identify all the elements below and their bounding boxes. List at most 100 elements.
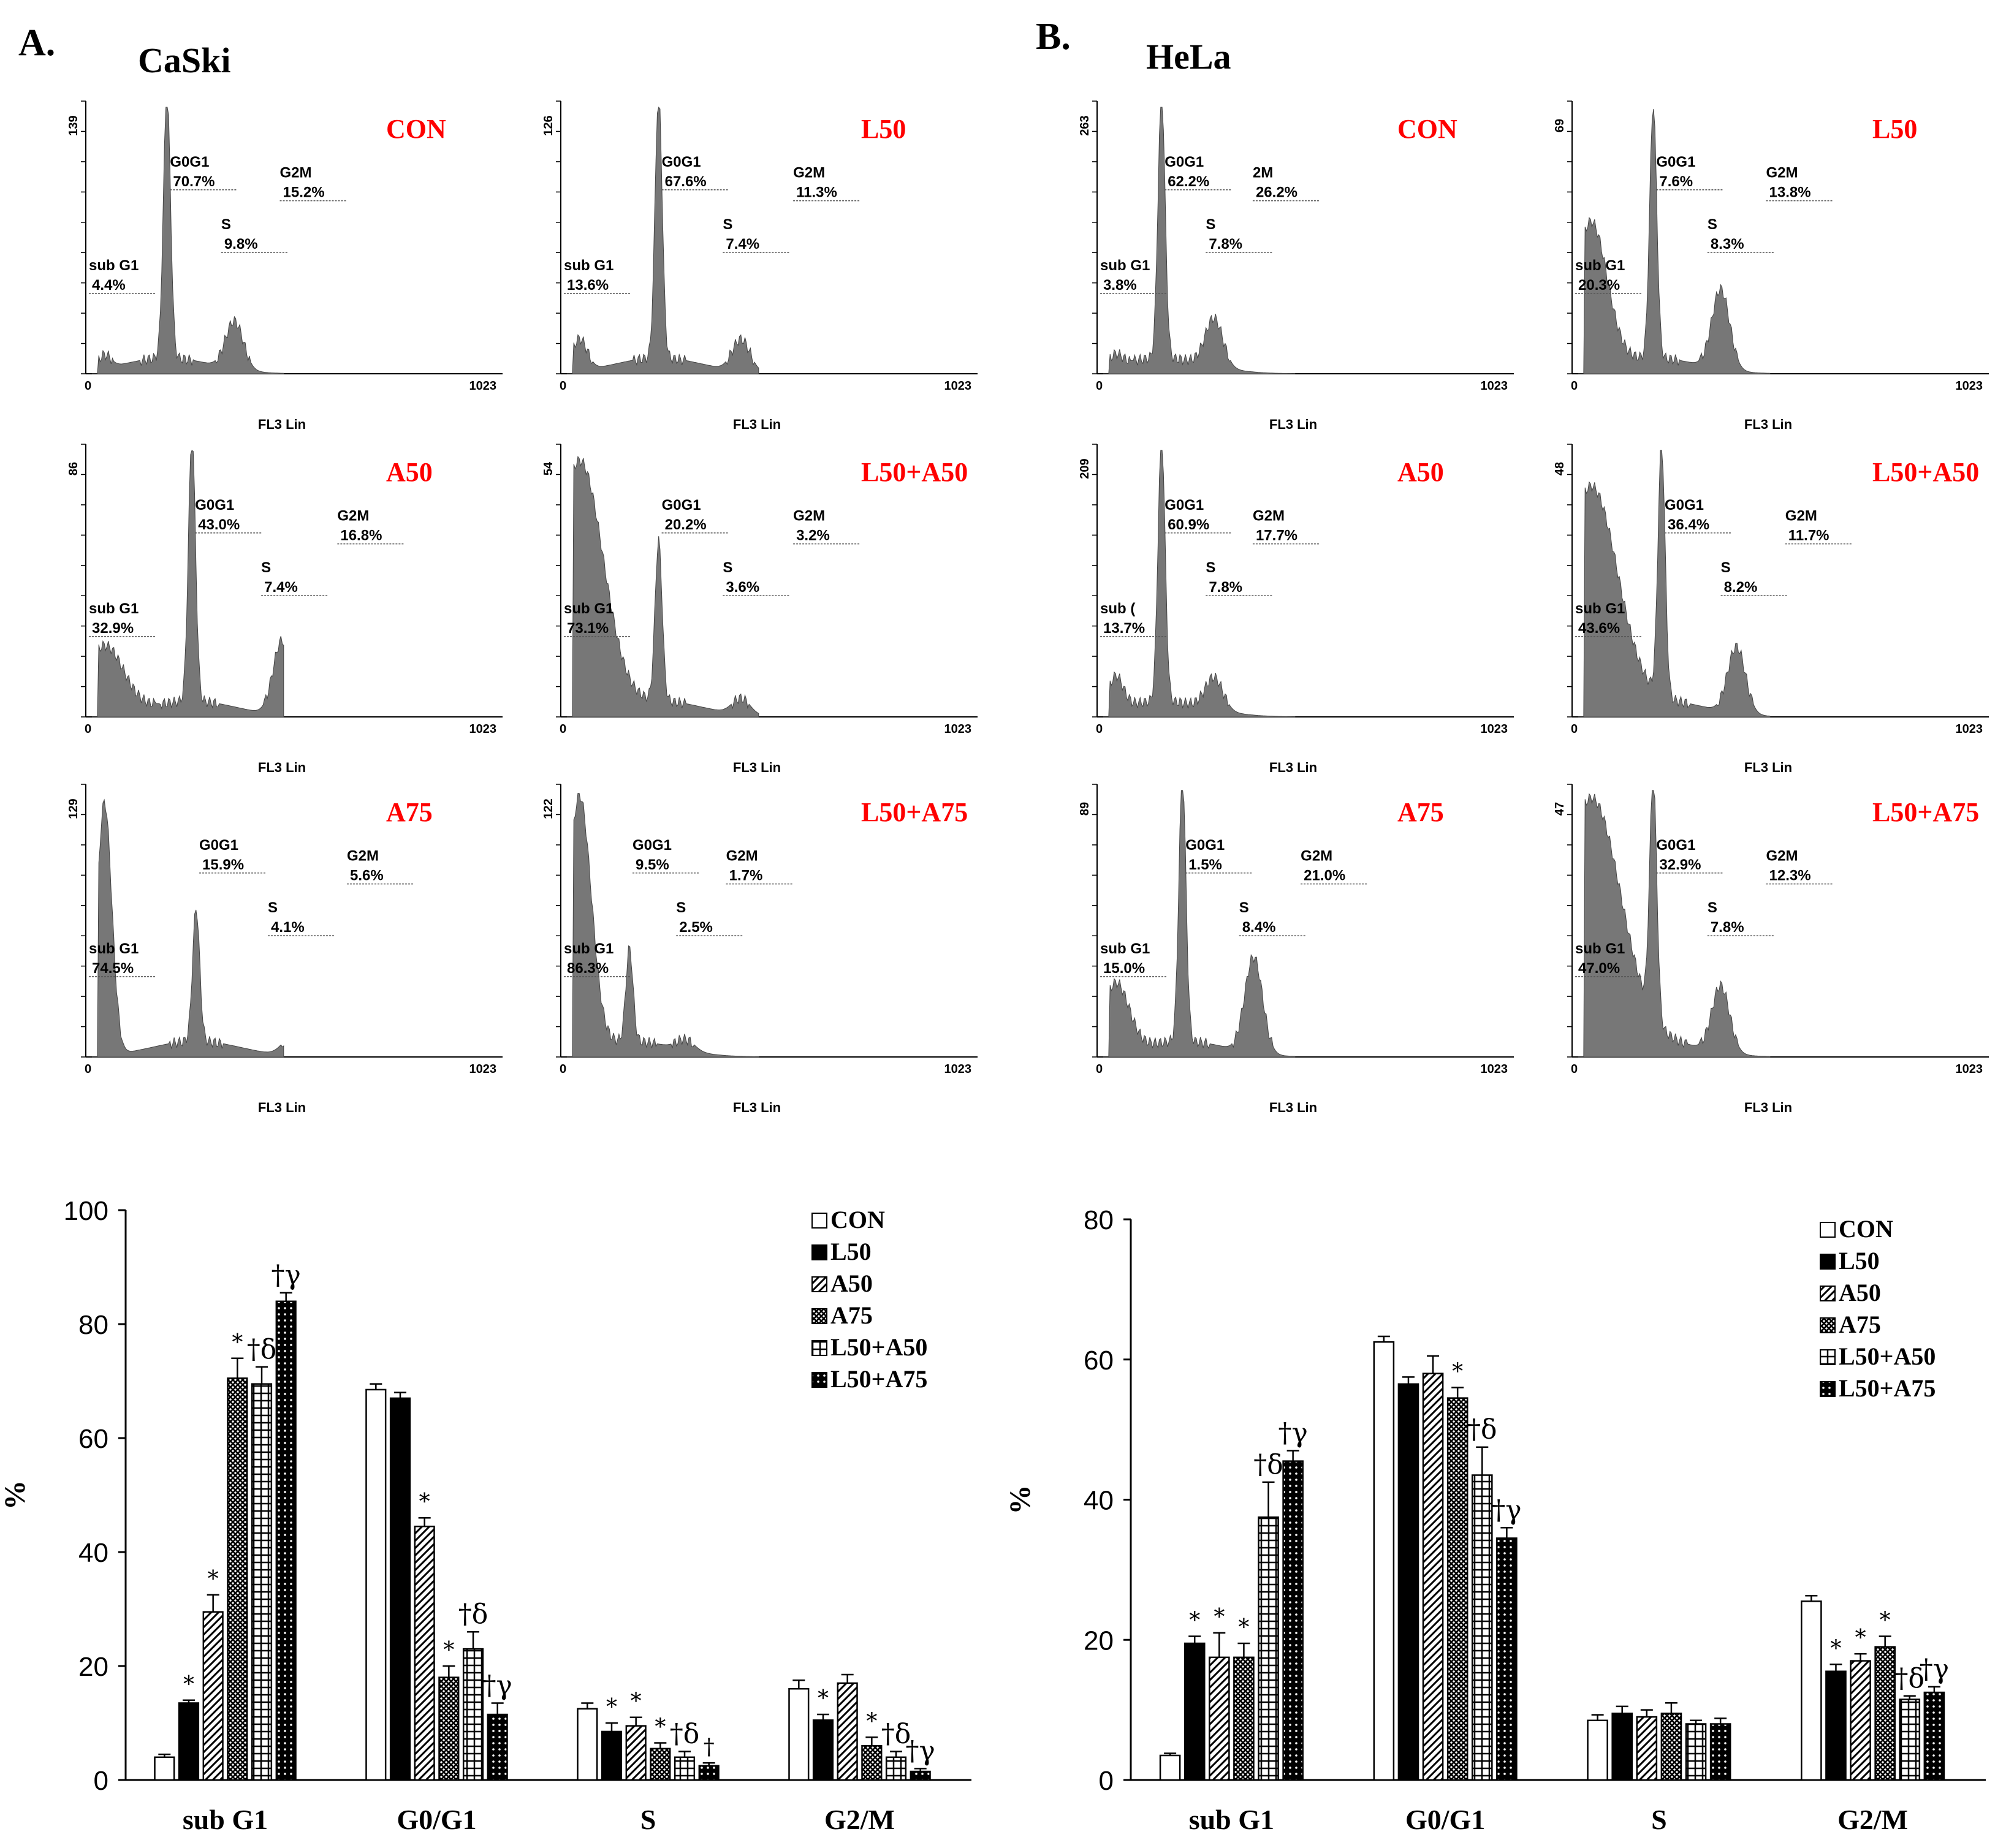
significance-mark: * [1830, 1636, 1841, 1661]
gate-percent: 13.6% [567, 277, 609, 293]
flow-histogram: L50 69 0 1023 FL3 Lin sub G1 20.3% G0G1 7.6% S 8.3… [1553, 100, 1989, 432]
category-label: G0/G1 [1405, 1804, 1485, 1835]
histogram-x-axis-label: FL3 Lin [1269, 760, 1317, 775]
significance-mark: * [606, 1695, 617, 1720]
gate-percent: 5.6% [350, 868, 384, 884]
significance-mark: † [704, 1735, 715, 1760]
gate-name: sub G1 [89, 600, 139, 617]
gate-name: S [1206, 559, 1215, 576]
significance-mark: * [1855, 1626, 1866, 1651]
histogram-ymax-label: 54 [542, 461, 555, 475]
category-label: G2/M [824, 1804, 895, 1835]
y-tick-label: 60 [1084, 1346, 1114, 1376]
significance-mark: * [818, 1686, 829, 1711]
bar [1825, 1670, 1847, 1781]
gate-percent: 1.7% [729, 868, 763, 884]
histogram-x-axis-label: FL3 Lin [1744, 417, 1792, 432]
histogram-title: A50 [386, 457, 433, 487]
histogram-ymax-label: 122 [542, 798, 555, 819]
histogram-area [1103, 790, 1296, 1058]
bar [837, 1682, 858, 1781]
gate-percent: 8.2% [1724, 579, 1758, 596]
bar [1209, 1656, 1230, 1781]
legend-label: L50+A75 [830, 1365, 927, 1393]
gate-percent: 4.4% [92, 277, 126, 293]
legend-swatch [811, 1372, 827, 1388]
gate-percent: 9.8% [224, 236, 258, 252]
bar [1636, 1716, 1658, 1781]
histogram-x-axis-label: FL3 Lin [1744, 1100, 1792, 1115]
histogram-title: A75 [386, 797, 433, 827]
legend-swatch [811, 1308, 827, 1324]
histogram-x-min-label: 0 [560, 722, 566, 736]
gate-percent: 73.1% [567, 620, 609, 637]
histogram-ymax-label: 129 [67, 798, 80, 819]
gate-percent: 8.3% [1711, 236, 1744, 252]
histogram-x-axis-label: FL3 Lin [1269, 417, 1317, 432]
gate-name: G2M [793, 165, 825, 181]
gate-name: sub G1 [1100, 257, 1150, 274]
category-label: G0/G1 [397, 1804, 476, 1835]
histogram-x-max-label: 1023 [944, 1062, 972, 1076]
legend-label: A50 [1839, 1279, 1881, 1306]
legend-label: L50+A50 [1839, 1342, 1936, 1370]
bar [1258, 1516, 1279, 1781]
gate-percent: 67.6% [665, 173, 707, 190]
histogram-x-max-label: 1023 [1956, 1062, 1983, 1076]
y-axis-label: % [0, 1480, 31, 1510]
bar [487, 1713, 508, 1781]
histogram-x-axis-label: FL3 Lin [258, 417, 306, 432]
histogram-x-min-label: 0 [1096, 379, 1103, 393]
bar [275, 1300, 297, 1781]
histogram-area [567, 793, 759, 1058]
gate-name: G2M [726, 848, 758, 865]
histogram-x-max-label: 1023 [1481, 722, 1508, 736]
significance-mark: †γ [1920, 1654, 1949, 1685]
histogram-x-min-label: 0 [1571, 379, 1578, 393]
category-label: S [640, 1804, 656, 1835]
gate-name: G0G1 [199, 837, 238, 854]
gate-name: G2M [1766, 165, 1798, 181]
panel-b-label: B. [1036, 16, 1071, 58]
y-tick-label: 80 [1084, 1205, 1114, 1235]
gate-percent: 4.1% [271, 919, 305, 936]
bar [625, 1725, 647, 1781]
y-tick-label: 60 [78, 1424, 108, 1454]
significance-mark: †δ [1253, 1449, 1283, 1480]
significance-mark: †δ [881, 1719, 911, 1750]
gate-percent: 7.4% [264, 579, 298, 596]
bar [202, 1611, 224, 1781]
bar [1183, 1642, 1206, 1781]
gate-percent: 7.8% [1209, 579, 1242, 596]
gate-name: sub ( [1100, 600, 1135, 617]
histogram-ymax-label: 89 [1078, 802, 1092, 816]
y-tick-label: 40 [1084, 1486, 1114, 1516]
significance-mark: †γ [906, 1735, 935, 1767]
bar [154, 1756, 175, 1781]
bar [1397, 1383, 1419, 1781]
gate-percent: 11.7% [1788, 528, 1829, 544]
bar [414, 1525, 435, 1781]
histogram-title: L50+A50 [861, 457, 968, 487]
gate-name: 2M [1253, 165, 1273, 181]
histogram-area [567, 455, 759, 718]
bar [1801, 1600, 1822, 1781]
histogram-x-axis-label: FL3 Lin [258, 760, 306, 775]
histogram-x-max-label: 1023 [1956, 379, 1983, 393]
histogram-x-max-label: 1023 [469, 379, 497, 393]
bar [227, 1377, 248, 1781]
histogram-ymax-label: 86 [67, 462, 80, 475]
bar [1587, 1719, 1608, 1781]
histogram-x-max-label: 1023 [1956, 722, 1983, 736]
histogram-x-max-label: 1023 [469, 722, 497, 736]
significance-mark: * [232, 1330, 243, 1355]
bar [462, 1648, 484, 1781]
gate-percent: 3.6% [726, 579, 759, 596]
gate-name: G2M [1301, 848, 1332, 865]
histogram-x-max-label: 1023 [1481, 379, 1508, 393]
significance-mark: * [183, 1672, 194, 1697]
histogram-ymax-label: 263 [1078, 115, 1092, 135]
gate-name: G2M [347, 848, 379, 865]
bar [885, 1756, 907, 1781]
